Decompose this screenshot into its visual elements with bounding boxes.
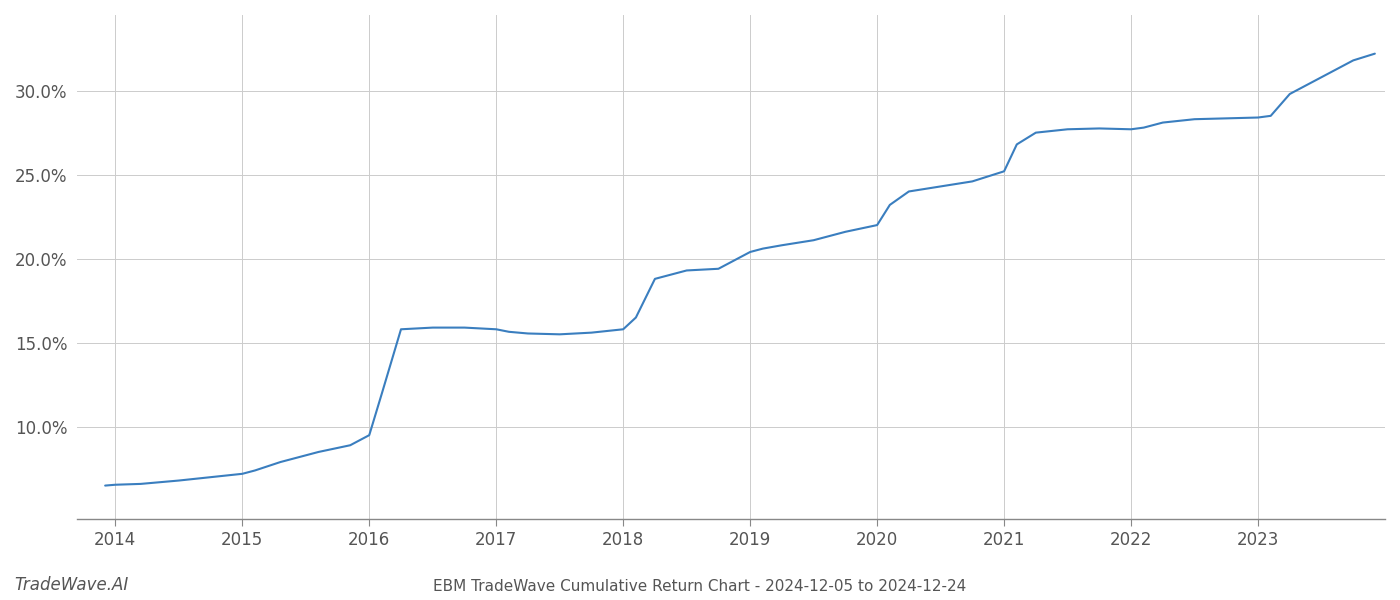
Text: EBM TradeWave Cumulative Return Chart - 2024-12-05 to 2024-12-24: EBM TradeWave Cumulative Return Chart - …: [434, 579, 966, 594]
Text: TradeWave.AI: TradeWave.AI: [14, 576, 129, 594]
